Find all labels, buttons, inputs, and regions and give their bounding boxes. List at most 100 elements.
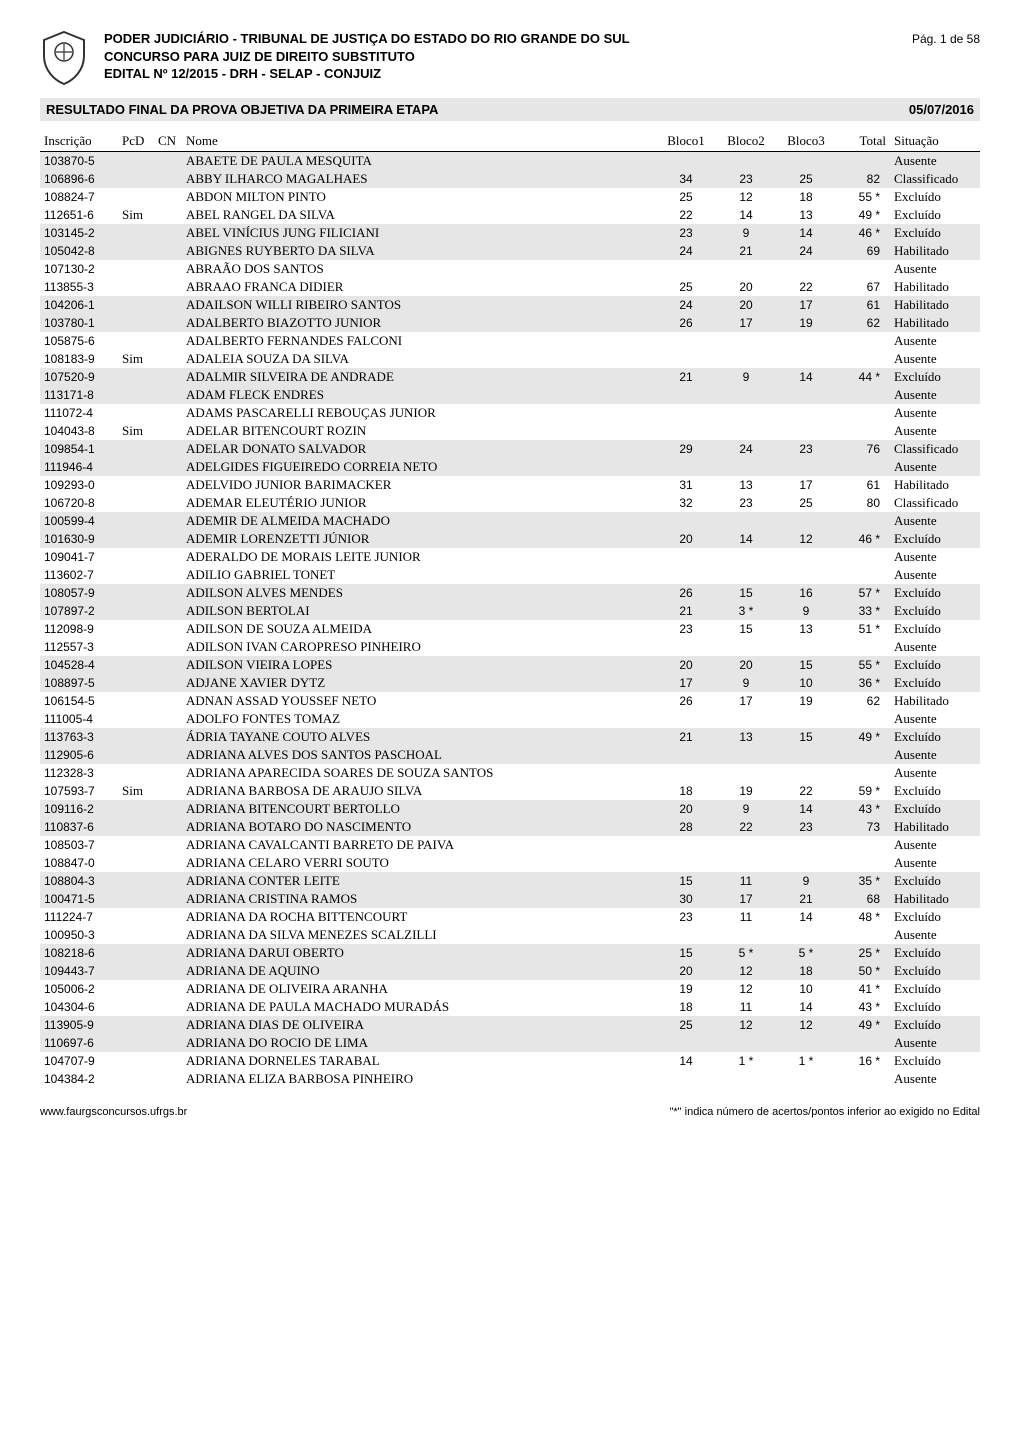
cell-cn — [154, 818, 182, 836]
cell-total — [836, 746, 890, 764]
cell-total: 69 — [836, 242, 890, 260]
cell-cn — [154, 890, 182, 908]
cell-inscricao: 100950-3 — [40, 926, 118, 944]
cell-bloco2 — [716, 1070, 776, 1088]
cell-bloco2: 21 — [716, 242, 776, 260]
page-footer: www.faurgsconcursos.ufrgs.br "*" indica … — [40, 1106, 980, 1118]
cell-bloco3: 9 — [776, 602, 836, 620]
table-row: 109443-7ADRIANA DE AQUINO20121850 *Exclu… — [40, 962, 980, 980]
table-header-row: Inscrição PcD CN Nome Bloco1 Bloco2 Bloc… — [40, 131, 980, 152]
cell-situacao: Excluído — [890, 206, 980, 224]
cell-cn — [154, 602, 182, 620]
cell-total: 43 * — [836, 998, 890, 1016]
cell-total — [836, 350, 890, 368]
cell-pcd — [118, 530, 154, 548]
cell-total: 62 — [836, 314, 890, 332]
table-row: 104384-2ADRIANA ELIZA BARBOSA PINHEIROAu… — [40, 1070, 980, 1088]
cell-nome: ADRIANA BARBOSA DE ARAUJO SILVA — [182, 782, 656, 800]
cell-situacao: Habilitado — [890, 890, 980, 908]
cell-bloco2 — [716, 764, 776, 782]
cell-pcd — [118, 674, 154, 692]
cell-nome: ADELVIDO JUNIOR BARIMACKER — [182, 476, 656, 494]
cell-cn — [154, 332, 182, 350]
cell-cn — [154, 494, 182, 512]
cell-bloco2: 22 — [716, 818, 776, 836]
cell-total — [836, 152, 890, 171]
cell-situacao: Ausente — [890, 404, 980, 422]
cell-bloco3 — [776, 926, 836, 944]
cell-situacao: Ausente — [890, 152, 980, 171]
cell-pcd — [118, 458, 154, 476]
cell-nome: ADAILSON WILLI RIBEIRO SANTOS — [182, 296, 656, 314]
cell-cn — [154, 962, 182, 980]
cell-cn — [154, 440, 182, 458]
cell-bloco3: 12 — [776, 530, 836, 548]
cell-situacao: Excluído — [890, 584, 980, 602]
cell-cn — [154, 782, 182, 800]
cell-pcd — [118, 260, 154, 278]
cell-cn — [154, 260, 182, 278]
cell-inscricao: 108057-9 — [40, 584, 118, 602]
cell-bloco2: 9 — [716, 224, 776, 242]
result-banner: RESULTADO FINAL DA PROVA OBJETIVA DA PRI… — [40, 98, 980, 121]
cell-situacao: Excluído — [890, 674, 980, 692]
cell-bloco1: 23 — [656, 620, 716, 638]
cell-nome: ADILSON BERTOLAI — [182, 602, 656, 620]
cell-bloco2: 11 — [716, 872, 776, 890]
cell-situacao: Habilitado — [890, 818, 980, 836]
cell-situacao: Ausente — [890, 638, 980, 656]
cell-bloco1: 24 — [656, 296, 716, 314]
cell-bloco3 — [776, 1034, 836, 1052]
cell-total: 35 * — [836, 872, 890, 890]
cell-bloco3 — [776, 836, 836, 854]
cell-nome: ADRIANA CONTER LEITE — [182, 872, 656, 890]
cell-inscricao: 112651-6 — [40, 206, 118, 224]
cell-situacao: Excluído — [890, 908, 980, 926]
table-row: 112557-3ADILSON IVAN CAROPRESO PINHEIROA… — [40, 638, 980, 656]
cell-nome: ABRAAO FRANCA DIDIER — [182, 278, 656, 296]
cell-inscricao: 109116-2 — [40, 800, 118, 818]
cell-total — [836, 1034, 890, 1052]
table-row: 106896-6ABBY ILHARCO MAGALHAES34232582Cl… — [40, 170, 980, 188]
cell-total: 82 — [836, 170, 890, 188]
cell-bloco2: 17 — [716, 692, 776, 710]
cell-inscricao: 107897-2 — [40, 602, 118, 620]
cell-bloco1: 21 — [656, 602, 716, 620]
table-row: 113171-8ADAM FLECK ENDRESAusente — [40, 386, 980, 404]
cell-situacao: Excluído — [890, 656, 980, 674]
table-row: 105006-2ADRIANA DE OLIVEIRA ARANHA191210… — [40, 980, 980, 998]
col-pcd: PcD — [118, 131, 154, 152]
table-row: 101630-9ADEMIR LORENZETTI JÚNIOR20141246… — [40, 530, 980, 548]
header-line-1: PODER JUDICIÁRIO - TRIBUNAL DE JUSTIÇA D… — [104, 30, 912, 48]
table-row: 110697-6ADRIANA DO ROCIO DE LIMAAusente — [40, 1034, 980, 1052]
cell-total — [836, 260, 890, 278]
cell-bloco3 — [776, 350, 836, 368]
cell-inscricao: 108503-7 — [40, 836, 118, 854]
cell-pcd — [118, 800, 154, 818]
table-row: 105875-6ADALBERTO FERNANDES FALCONIAusen… — [40, 332, 980, 350]
cell-bloco1 — [656, 260, 716, 278]
cell-cn — [154, 800, 182, 818]
cell-cn — [154, 674, 182, 692]
table-row: 108218-6ADRIANA DARUI OBERTO155 *5 *25 *… — [40, 944, 980, 962]
table-row: 110837-6ADRIANA BOTARO DO NASCIMENTO2822… — [40, 818, 980, 836]
cell-bloco1 — [656, 458, 716, 476]
cell-inscricao: 108218-6 — [40, 944, 118, 962]
cell-bloco2 — [716, 422, 776, 440]
cell-total — [836, 422, 890, 440]
cell-situacao: Excluído — [890, 188, 980, 206]
table-row: 113602-7ADILIO GABRIEL TONETAusente — [40, 566, 980, 584]
banner-title: RESULTADO FINAL DA PROVA OBJETIVA DA PRI… — [46, 102, 438, 117]
col-total: Total — [836, 131, 890, 152]
court-logo — [40, 30, 88, 86]
cell-cn — [154, 836, 182, 854]
table-row: 111005-4ADOLFO FONTES TOMAZAusente — [40, 710, 980, 728]
cell-inscricao: 104528-4 — [40, 656, 118, 674]
cell-bloco3: 22 — [776, 782, 836, 800]
cell-pcd — [118, 872, 154, 890]
table-row: 107130-2ABRAÃO DOS SANTOSAusente — [40, 260, 980, 278]
cell-cn — [154, 170, 182, 188]
cell-bloco2: 9 — [716, 800, 776, 818]
cell-inscricao: 109443-7 — [40, 962, 118, 980]
cell-bloco3: 16 — [776, 584, 836, 602]
